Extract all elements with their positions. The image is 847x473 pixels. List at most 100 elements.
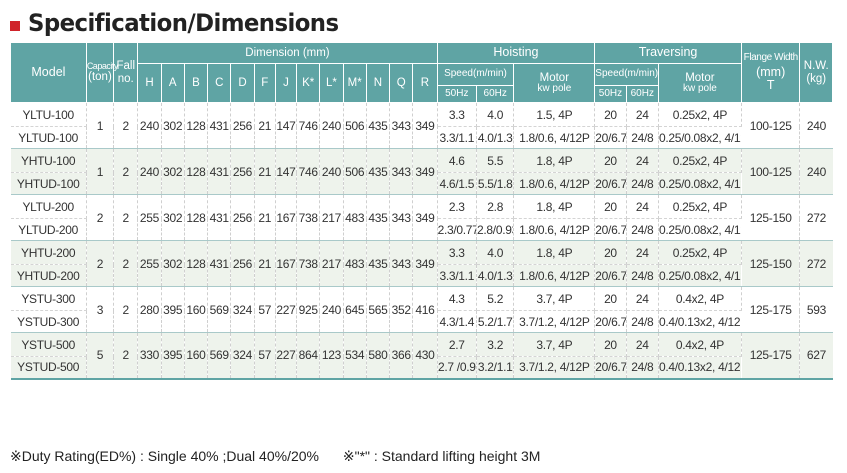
capacity-cell: 2 xyxy=(86,240,115,287)
hoisting-speed-60hz-cell: 4.0/1.3 xyxy=(476,264,515,287)
table-row: YLTUD-200 2.3/0.77 2.8/0.93 1.8/0.6, 4/12P 2… xyxy=(10,218,833,241)
hoisting-speed-50hz-cell: 3.3/1.1 xyxy=(437,264,478,287)
dim-d-cell: 256 xyxy=(230,148,255,195)
header-hoisting-60hz: 60Hz xyxy=(475,85,515,103)
model-cell: YHTUD-200 xyxy=(10,264,87,287)
hoisting-motor-cell: 1.8/0.6, 4/12P xyxy=(513,264,596,287)
header-capacity: Capacity (ton) xyxy=(85,42,119,103)
dim-k-cell: 738 xyxy=(296,194,321,241)
net-weight-cell: 240 xyxy=(799,148,833,195)
footnote-standard-lifting-height: ※"*" : Standard lifting height 3M xyxy=(342,448,541,464)
dim-a-cell: 395 xyxy=(161,332,185,380)
dim-f-cell: 21 xyxy=(254,102,276,149)
hoisting-motor-cell: 3.7/1.2, 4/12P xyxy=(513,356,596,380)
dim-a-cell: 302 xyxy=(161,194,185,241)
traversing-speed-50hz-cell: 20/6.7 xyxy=(594,172,627,195)
dim-n-cell: 435 xyxy=(366,148,391,195)
capacity-cell: 2 xyxy=(86,194,115,241)
dim-m-cell: 483 xyxy=(343,194,367,241)
header-hoisting-speed: Speed(m/min) xyxy=(436,63,515,86)
header-traversing-motor: Motor kw pole xyxy=(657,63,742,103)
dim-m-cell: 645 xyxy=(343,286,367,333)
net-weight-cell: 272 xyxy=(799,194,833,241)
dim-f-cell: 57 xyxy=(254,286,276,333)
dim-n-cell: 565 xyxy=(366,286,391,333)
fall-cell: 2 xyxy=(113,102,139,149)
model-cell: YHTUD-100 xyxy=(10,172,87,195)
dim-j-cell: 147 xyxy=(275,148,298,195)
traversing-motor-cell: 0.4/0.13x2, 4/12P xyxy=(658,310,742,333)
traversing-speed-60hz-cell: 24/8 xyxy=(626,172,659,195)
model-cell: YHTU-100 xyxy=(10,148,87,173)
header-traversing-60hz: 60Hz xyxy=(625,85,659,103)
fall-cell: 2 xyxy=(113,332,139,380)
dim-j-cell: 227 xyxy=(275,286,298,333)
header-dim-h: H xyxy=(137,63,162,103)
dim-c-cell: 431 xyxy=(207,102,232,149)
dim-h-cell: 255 xyxy=(137,194,162,241)
header-dim-d: D xyxy=(230,63,255,103)
header-flange-label: Flange Width xyxy=(743,51,799,63)
traversing-motor-cell: 0.25x2, 4P xyxy=(658,102,742,127)
hoisting-speed-50hz-cell: 2.7 /0.9 xyxy=(437,356,478,380)
traversing-speed-60hz-cell: 24 xyxy=(626,286,659,311)
dim-j-cell: 227 xyxy=(275,332,298,380)
traversing-speed-50hz-cell: 20/6.7 xyxy=(594,126,627,149)
hoisting-motor-cell: 3.7/1.2, 4/12P xyxy=(513,310,596,333)
header-flange-unit: (mm) xyxy=(756,65,786,80)
header-fall: Fall no. xyxy=(113,42,139,103)
dim-l-cell: 240 xyxy=(319,286,344,333)
header-net-weight: N.W. (kg) xyxy=(799,42,833,103)
dim-a-cell: 302 xyxy=(161,240,185,287)
traversing-speed-60hz-cell: 24/8 xyxy=(626,264,659,287)
dim-r-cell: 349 xyxy=(412,194,438,241)
dim-a-cell: 395 xyxy=(161,286,185,333)
dim-h-cell: 240 xyxy=(137,148,162,195)
flange-width-cell: 125-150 xyxy=(741,240,801,287)
flange-width-cell: 125-175 xyxy=(741,286,801,333)
hoisting-speed-60hz-cell: 5.5/1.8 xyxy=(476,172,515,195)
traversing-speed-60hz-cell: 24 xyxy=(626,240,659,265)
hoisting-speed-50hz-cell: 2.3/0.77 xyxy=(437,218,478,241)
dim-d-cell: 256 xyxy=(230,240,255,287)
traversing-speed-50hz-cell: 20/6.7 xyxy=(594,264,627,287)
traversing-motor-cell: 0.25/0.08x2, 4/12P xyxy=(658,218,742,241)
model-cell: YSTUD-300 xyxy=(10,310,87,333)
page-title-bar: Specification/Dimensions xyxy=(10,6,355,40)
dim-k-cell: 746 xyxy=(296,148,321,195)
dim-f-cell: 57 xyxy=(254,332,276,380)
dim-c-cell: 431 xyxy=(207,240,232,287)
header-traversing-kwpole: kw pole xyxy=(682,82,717,94)
dim-d-cell: 256 xyxy=(230,194,255,241)
header-traversing: Traversing xyxy=(594,42,742,64)
traversing-speed-50hz-cell: 20/6.7 xyxy=(594,356,627,380)
header-capacity-unit: (ton) xyxy=(88,71,112,84)
traversing-motor-cell: 0.25/0.08x2, 4/12P xyxy=(658,264,742,287)
page-title: Specification/Dimensions xyxy=(28,9,339,37)
fall-cell: 2 xyxy=(113,148,139,195)
header-dim-j: J xyxy=(274,63,298,103)
hoisting-motor-cell: 1.8, 4P xyxy=(513,240,596,265)
net-weight-cell: 627 xyxy=(799,332,833,380)
hoisting-speed-60hz-cell: 3.2 xyxy=(476,332,515,357)
header-capacity-label: Capacity xyxy=(86,60,119,71)
header-nw-unit: (kg) xyxy=(806,72,827,85)
dim-f-cell: 21 xyxy=(254,194,276,241)
header-dim-q: Q xyxy=(389,63,414,103)
hoisting-speed-50hz-cell: 2.3 xyxy=(437,194,478,219)
specification-table: Model Capacity (ton) Fall no. Dimension … xyxy=(10,42,833,380)
header-hoisting-motor: Motor kw pole xyxy=(513,63,596,103)
hoisting-motor-cell: 3.7, 4P xyxy=(513,286,596,311)
dim-q-cell: 343 xyxy=(389,102,414,149)
header-traversing-speed: Speed(m/min) xyxy=(594,63,659,86)
model-cell: YLTUD-100 xyxy=(10,126,87,149)
header-dim-m: M* xyxy=(342,63,367,103)
model-cell: YSTU-300 xyxy=(10,286,87,311)
table-row: YLTU-200 2 2 255 302 128 431 256 21 167 738 217 483 4… xyxy=(10,194,833,241)
traversing-speed-50hz-cell: 20 xyxy=(594,286,627,311)
dim-b-cell: 128 xyxy=(184,148,209,195)
hoisting-speed-60hz-cell: 4.0 xyxy=(476,102,515,127)
dim-h-cell: 255 xyxy=(137,240,162,287)
fall-cell: 2 xyxy=(113,240,139,287)
dim-b-cell: 128 xyxy=(184,194,209,241)
